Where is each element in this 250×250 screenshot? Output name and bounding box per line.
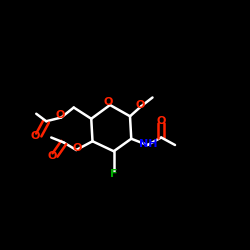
Text: F: F [110, 169, 118, 179]
Text: O: O [103, 97, 113, 107]
Text: O: O [135, 100, 145, 110]
Text: NH: NH [139, 139, 157, 149]
Text: O: O [55, 110, 65, 120]
Text: O: O [73, 143, 82, 153]
Text: O: O [156, 116, 166, 126]
Text: O: O [47, 151, 57, 161]
Text: O: O [30, 131, 40, 141]
